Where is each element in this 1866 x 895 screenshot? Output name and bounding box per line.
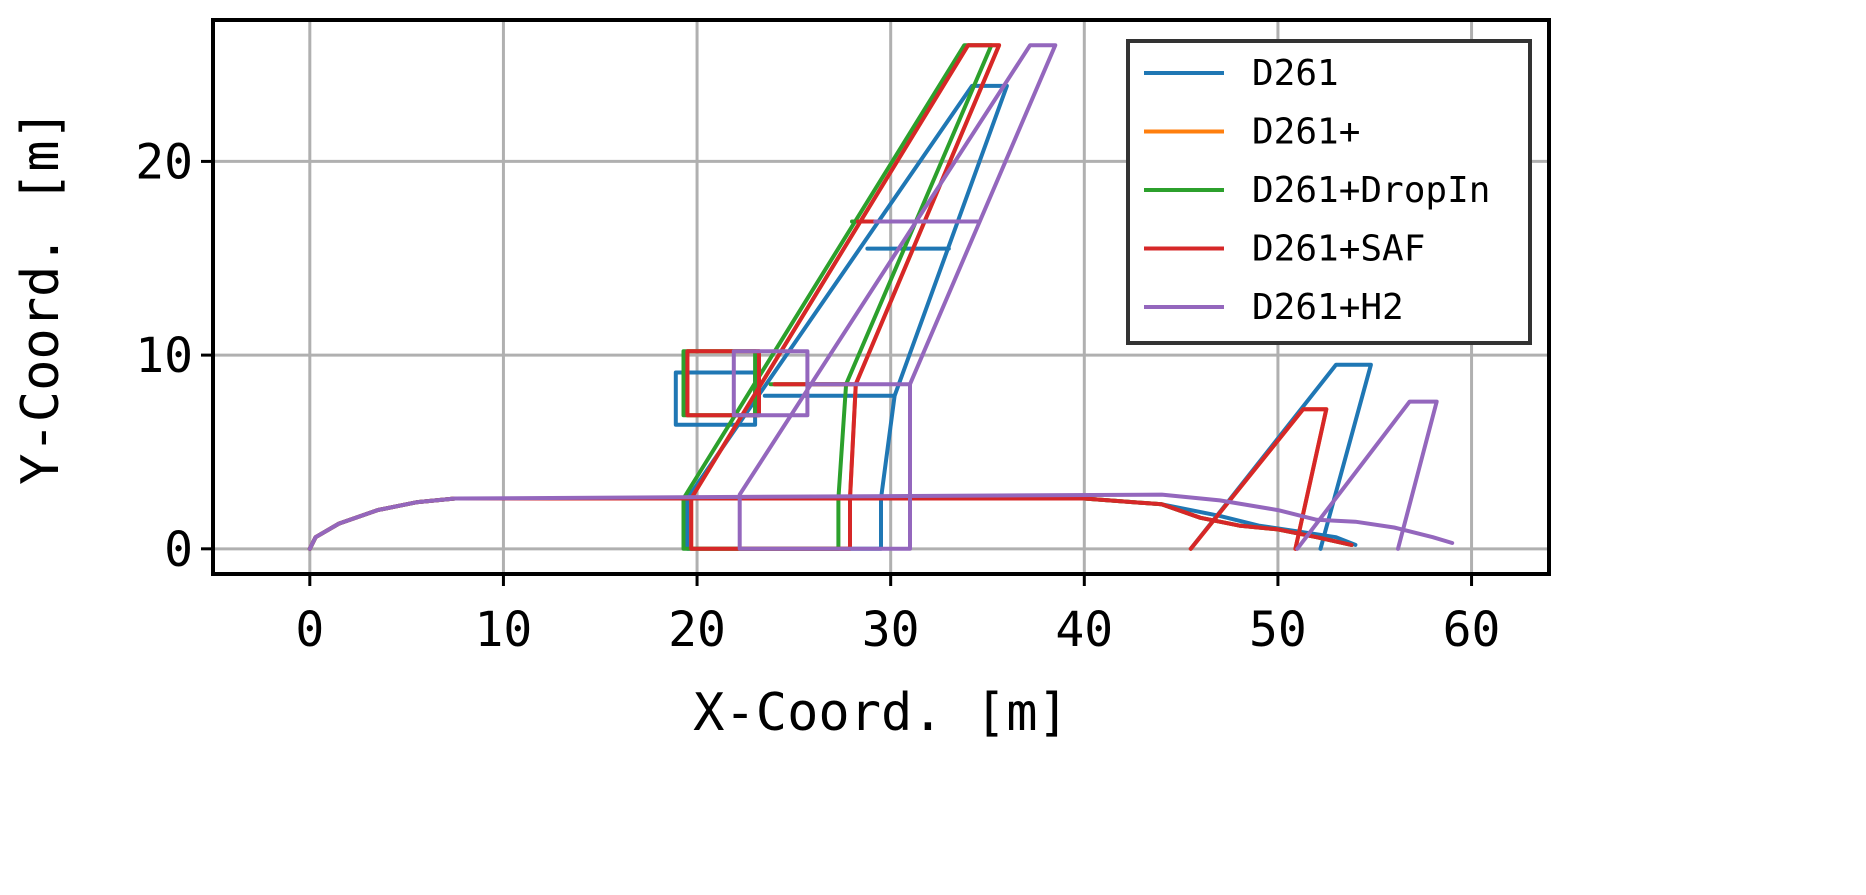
series-line-d261-dropin [681,349,758,418]
series-layer [307,43,1455,551]
series-line-d261-saf [689,43,1002,551]
x-tick-label: 40 [1055,602,1113,658]
legend: D261 D261+ D261+DropIn D261+SAF D261+H2 [1126,39,1532,345]
series-line-d261-h2 [307,492,1455,551]
x-tick-label: 20 [668,602,726,658]
series-line-d261- [689,43,1002,551]
x-tick-label: 50 [1249,602,1307,658]
y-tick-label: 20 [135,134,193,190]
series-line-d261-saf [1188,407,1329,551]
legend-label: D261+ [1252,112,1360,153]
legend-label: D261+SAF [1252,229,1425,270]
series-d261-h2 [307,43,1455,551]
series-line-d261-h2 [731,349,810,418]
legend-label: D261+DropIn [1252,170,1490,211]
y-axis-label: Y-Coord. [m] [11,109,71,485]
x-tick-label: 30 [862,602,920,658]
plot-area [307,43,1455,551]
series-line-d261-h2 [1295,399,1439,551]
series-line-d261-h2 [737,43,1058,551]
legend-label: D261+H2 [1252,287,1404,328]
x-tick-label: 0 [295,602,324,658]
ticks: 0 10 20 30 40 50 60 0 10 20 [135,134,1500,658]
x-axis-label: X-Coord. [m] [693,683,1069,743]
y-tick-label: 10 [135,328,193,384]
x-tick-label: 10 [475,602,533,658]
legend-label: D261 [1252,53,1339,94]
y-tick-label: 0 [164,522,193,578]
x-tick-label: 60 [1443,602,1501,658]
plot-frame [211,18,1551,576]
